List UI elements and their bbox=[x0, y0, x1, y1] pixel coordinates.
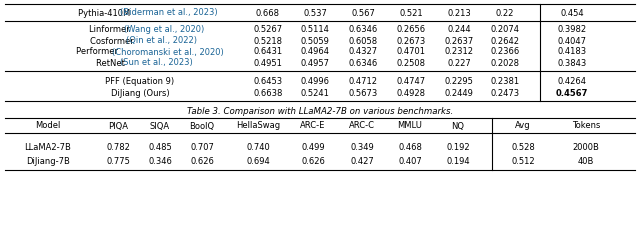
Text: 0.2449: 0.2449 bbox=[445, 89, 474, 97]
Text: BoolQ: BoolQ bbox=[189, 121, 214, 130]
Text: 0.537: 0.537 bbox=[303, 8, 327, 17]
Text: PIQA: PIQA bbox=[108, 121, 128, 130]
Text: 0.2656: 0.2656 bbox=[396, 25, 426, 34]
Text: SIQA: SIQA bbox=[150, 121, 170, 130]
Text: 0.782: 0.782 bbox=[106, 143, 130, 151]
Text: 0.4951: 0.4951 bbox=[253, 58, 282, 68]
Text: PFF (Equation 9): PFF (Equation 9) bbox=[106, 76, 175, 86]
Text: 0.5218: 0.5218 bbox=[253, 37, 282, 45]
Text: 0.5114: 0.5114 bbox=[301, 25, 330, 34]
Text: 0.6453: 0.6453 bbox=[253, 76, 283, 86]
Text: 0.775: 0.775 bbox=[106, 157, 130, 165]
Text: 0.2074: 0.2074 bbox=[490, 25, 520, 34]
Text: 0.5059: 0.5059 bbox=[301, 37, 330, 45]
Text: DiJiang (Ours): DiJiang (Ours) bbox=[111, 89, 170, 97]
Text: 0.213: 0.213 bbox=[447, 8, 471, 17]
Text: Table 3. Comparison with LLaMA2-7B on various benchmarks.: Table 3. Comparison with LLaMA2-7B on va… bbox=[187, 106, 453, 116]
Text: 0.4996: 0.4996 bbox=[301, 76, 330, 86]
Text: 0.2637: 0.2637 bbox=[444, 37, 474, 45]
Text: 0.707: 0.707 bbox=[190, 143, 214, 151]
Text: 0.4747: 0.4747 bbox=[396, 76, 426, 86]
Text: ARC-E: ARC-E bbox=[300, 121, 326, 130]
Text: 0.468: 0.468 bbox=[398, 143, 422, 151]
Text: 0.4327: 0.4327 bbox=[348, 48, 378, 56]
Text: MMLU: MMLU bbox=[397, 121, 422, 130]
Text: (Qin et al., 2022): (Qin et al., 2022) bbox=[126, 37, 197, 45]
Text: Performer: Performer bbox=[76, 48, 121, 56]
Text: DiJiang-7B: DiJiang-7B bbox=[26, 157, 70, 165]
Text: 0.3982: 0.3982 bbox=[557, 25, 587, 34]
Text: 0.6346: 0.6346 bbox=[348, 58, 378, 68]
Text: 0.2642: 0.2642 bbox=[490, 37, 520, 45]
Text: 0.4712: 0.4712 bbox=[349, 76, 378, 86]
Text: 0.5267: 0.5267 bbox=[253, 25, 283, 34]
Text: 0.3843: 0.3843 bbox=[557, 58, 587, 68]
Text: 0.4928: 0.4928 bbox=[397, 89, 426, 97]
Text: 40B: 40B bbox=[578, 157, 594, 165]
Text: 0.4964: 0.4964 bbox=[301, 48, 330, 56]
Text: 0.2673: 0.2673 bbox=[396, 37, 426, 45]
Text: 0.427: 0.427 bbox=[350, 157, 374, 165]
Text: 0.2473: 0.2473 bbox=[490, 89, 520, 97]
Text: Cosformer: Cosformer bbox=[90, 37, 137, 45]
Text: 0.4264: 0.4264 bbox=[557, 76, 586, 86]
Text: 0.4567: 0.4567 bbox=[556, 89, 588, 97]
Text: 0.407: 0.407 bbox=[398, 157, 422, 165]
Text: 0.346: 0.346 bbox=[148, 157, 172, 165]
Text: 0.694: 0.694 bbox=[246, 157, 270, 165]
Text: 0.2508: 0.2508 bbox=[397, 58, 426, 68]
Text: (Sun et al., 2023): (Sun et al., 2023) bbox=[120, 58, 193, 68]
Text: 0.22: 0.22 bbox=[496, 8, 514, 17]
Text: 0.2312: 0.2312 bbox=[445, 48, 474, 56]
Text: ARC-C: ARC-C bbox=[349, 121, 375, 130]
Text: 0.4047: 0.4047 bbox=[557, 37, 586, 45]
Text: 0.626: 0.626 bbox=[190, 157, 214, 165]
Text: 0.485: 0.485 bbox=[148, 143, 172, 151]
Text: (Choromanski et al., 2020): (Choromanski et al., 2020) bbox=[111, 48, 223, 56]
Text: Tokens: Tokens bbox=[572, 121, 600, 130]
Text: HellaSwag: HellaSwag bbox=[236, 121, 280, 130]
Text: 0.668: 0.668 bbox=[256, 8, 280, 17]
Text: Model: Model bbox=[35, 121, 61, 130]
Text: 0.4183: 0.4183 bbox=[557, 48, 587, 56]
Text: 0.499: 0.499 bbox=[301, 143, 325, 151]
Text: 0.2366: 0.2366 bbox=[490, 48, 520, 56]
Text: 0.6638: 0.6638 bbox=[253, 89, 283, 97]
Text: 0.4701: 0.4701 bbox=[397, 48, 426, 56]
Text: Pythia-410M: Pythia-410M bbox=[78, 8, 132, 17]
Text: 0.512: 0.512 bbox=[511, 157, 535, 165]
Text: 0.2028: 0.2028 bbox=[490, 58, 520, 68]
Text: 0.454: 0.454 bbox=[560, 8, 584, 17]
Text: (Wang et al., 2020): (Wang et al., 2020) bbox=[124, 25, 204, 34]
Text: 0.2295: 0.2295 bbox=[445, 76, 474, 86]
Text: 0.6346: 0.6346 bbox=[348, 25, 378, 34]
Text: (Biderman et al., 2023): (Biderman et al., 2023) bbox=[120, 8, 218, 17]
Text: 0.6431: 0.6431 bbox=[253, 48, 283, 56]
Text: Linformer: Linformer bbox=[88, 25, 132, 34]
Text: 0.192: 0.192 bbox=[446, 143, 470, 151]
Text: 0.528: 0.528 bbox=[511, 143, 535, 151]
Text: 0.626: 0.626 bbox=[301, 157, 325, 165]
Text: 2000B: 2000B bbox=[573, 143, 600, 151]
Text: Avg: Avg bbox=[515, 121, 531, 130]
Text: 0.2381: 0.2381 bbox=[490, 76, 520, 86]
Text: 0.521: 0.521 bbox=[399, 8, 423, 17]
Text: RetNet: RetNet bbox=[95, 58, 127, 68]
Text: 0.194: 0.194 bbox=[446, 157, 470, 165]
Text: 0.5673: 0.5673 bbox=[348, 89, 378, 97]
Text: LLaMA2-7B: LLaMA2-7B bbox=[24, 143, 72, 151]
Text: 0.227: 0.227 bbox=[447, 58, 471, 68]
Text: 0.349: 0.349 bbox=[350, 143, 374, 151]
Text: 0.5241: 0.5241 bbox=[301, 89, 330, 97]
Text: 0.740: 0.740 bbox=[246, 143, 270, 151]
Text: NQ: NQ bbox=[451, 121, 465, 130]
Text: 0.6058: 0.6058 bbox=[348, 37, 378, 45]
Text: 0.4957: 0.4957 bbox=[301, 58, 330, 68]
Text: 0.244: 0.244 bbox=[447, 25, 471, 34]
Text: 0.567: 0.567 bbox=[351, 8, 375, 17]
